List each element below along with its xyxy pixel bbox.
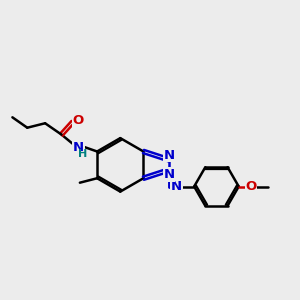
Text: N: N xyxy=(163,168,174,181)
Text: H: H xyxy=(78,148,88,159)
Text: N: N xyxy=(171,180,182,193)
Text: N: N xyxy=(73,140,84,154)
Text: N: N xyxy=(163,149,174,162)
Text: O: O xyxy=(73,114,84,127)
Text: O: O xyxy=(246,180,257,193)
